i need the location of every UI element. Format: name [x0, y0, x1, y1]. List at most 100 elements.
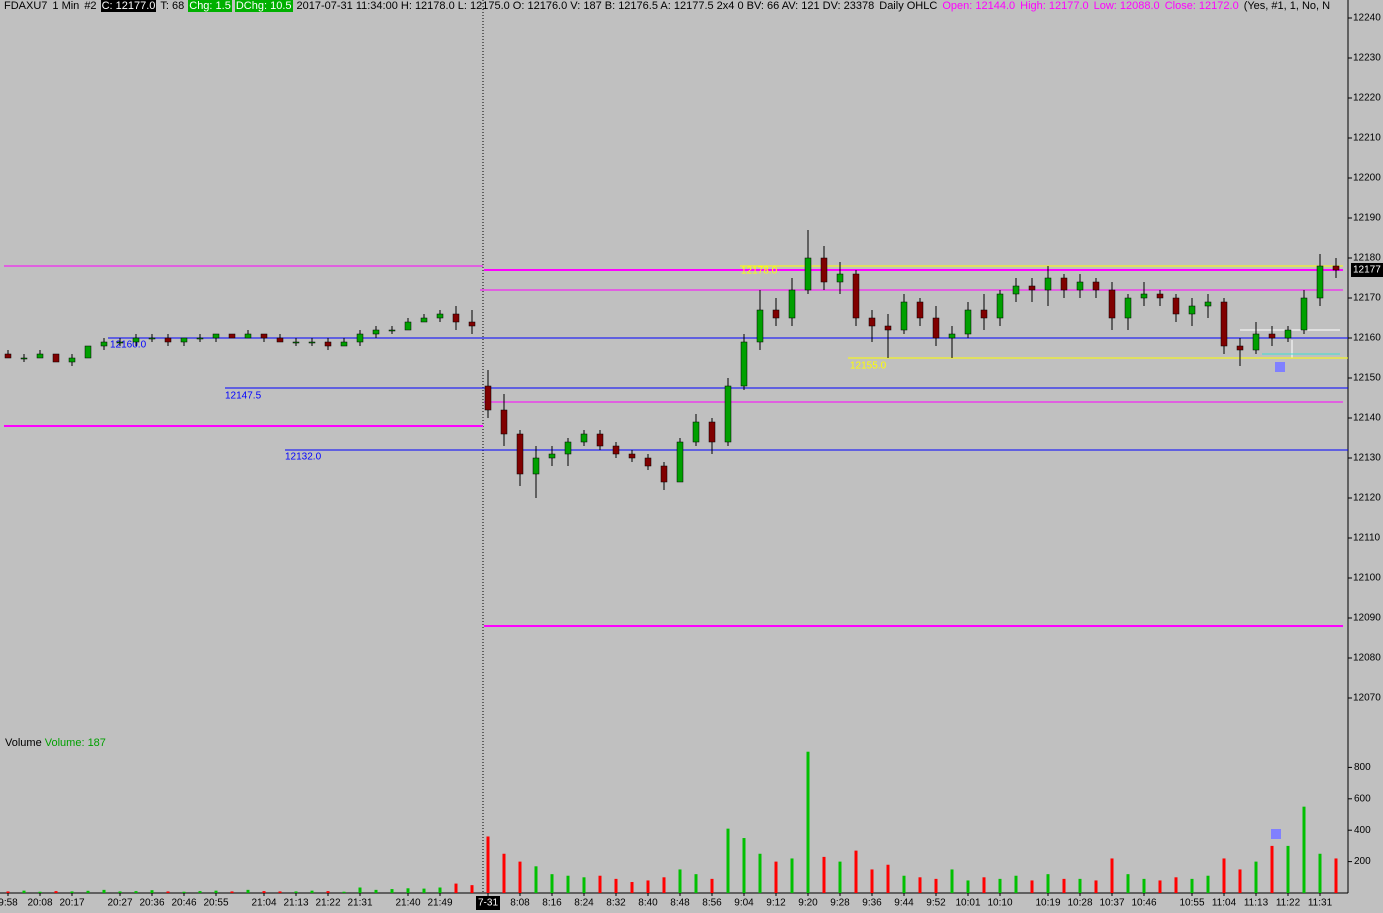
- volume-bar: [1286, 845, 1290, 893]
- x-tick-label: 11:13: [1244, 898, 1269, 909]
- x-tick-label: 8:08: [510, 898, 530, 909]
- candle-body: [484, 385, 492, 411]
- candle-body: [404, 321, 412, 331]
- candle-body: [548, 453, 556, 459]
- candle-body: [1076, 281, 1084, 291]
- candle-body: [260, 333, 268, 339]
- volume-bar: [86, 890, 90, 893]
- candle-body: [676, 441, 684, 483]
- last-close: C: 12177.0: [100, 0, 157, 12]
- volume-bar: [534, 866, 538, 893]
- marker: [1275, 362, 1285, 372]
- candle-body: [324, 341, 332, 347]
- volume-bar: [134, 891, 138, 893]
- x-tick-label: 10:46: [1131, 898, 1156, 909]
- candle-body: [276, 337, 284, 343]
- y-tick-label: 12100: [1353, 573, 1381, 584]
- candle-body: [164, 337, 172, 343]
- x-tick-label: 7-31: [478, 898, 498, 909]
- candle-body: [500, 409, 508, 435]
- x-tick-label: 10:28: [1067, 898, 1092, 909]
- volume-bar: [1174, 877, 1178, 893]
- candle-body: [1140, 293, 1148, 299]
- candle-body: [196, 337, 204, 340]
- volume-bar: [310, 890, 314, 893]
- volume-bar: [1030, 880, 1034, 893]
- volume-bar: [518, 861, 522, 893]
- volume-bar: [758, 853, 762, 893]
- volume-bar: [1158, 880, 1162, 893]
- candle-body: [1220, 301, 1228, 347]
- y-tick-label: 12220: [1353, 93, 1381, 104]
- x-tick-label: 20:55: [203, 898, 228, 909]
- volume-bar: [582, 877, 586, 893]
- candle-body: [1284, 329, 1292, 339]
- volume-bar: [246, 889, 250, 893]
- candle-body: [1124, 297, 1132, 319]
- candle-body: [308, 341, 316, 344]
- candle-body: [836, 273, 844, 283]
- candle-body: [1044, 277, 1052, 291]
- y-tick-label: 12090: [1353, 613, 1381, 624]
- study-flags: (Yes, #1, 1, No, N: [1243, 0, 1331, 12]
- candle-body: [4, 353, 12, 359]
- volume-bar: [1142, 878, 1146, 893]
- candle-body: [452, 313, 460, 323]
- volume-label: Volume: 187: [44, 737, 106, 749]
- volume-bar: [790, 858, 794, 893]
- volume-bar: [294, 891, 298, 893]
- candle-body: [932, 317, 940, 339]
- candle-body: [84, 345, 92, 359]
- volume-bar: [646, 880, 650, 893]
- candle-body: [692, 421, 700, 443]
- level-label: 12147.5: [225, 391, 262, 402]
- volume-bar: [470, 885, 474, 893]
- candle-body: [372, 329, 380, 335]
- volume-bar: [54, 891, 58, 893]
- daily-high: High: 12177.0: [1020, 0, 1089, 12]
- candle-body: [916, 301, 924, 319]
- candle-body: [532, 457, 540, 475]
- candle-body: [1108, 289, 1116, 319]
- volume-bar: [1190, 878, 1194, 893]
- volume-bar: [870, 869, 874, 893]
- x-tick-label: 8:56: [702, 898, 722, 909]
- x-tick-label: 21:04: [251, 898, 276, 909]
- x-tick-label: 10:55: [1179, 898, 1204, 909]
- candle-body: [244, 333, 252, 339]
- volume-bar: [1094, 880, 1098, 893]
- volume-bar: [950, 869, 954, 893]
- candle-body: [804, 257, 812, 291]
- candle-body: [52, 353, 60, 363]
- volume-bar: [502, 853, 506, 893]
- volume-bar: [838, 861, 842, 893]
- candle-body: [740, 341, 748, 387]
- volume-bar: [1318, 853, 1322, 893]
- volume-bar: [678, 869, 682, 893]
- volume-bar: [22, 890, 26, 893]
- x-tick-label: 21:40: [395, 898, 420, 909]
- y-tick-label: 12230: [1353, 53, 1381, 64]
- volume-bar: [214, 890, 218, 893]
- x-tick-label: 9:36: [862, 898, 882, 909]
- volume-bar: [358, 887, 362, 893]
- candle-body: [1332, 265, 1340, 271]
- volume-bar: [486, 836, 490, 893]
- volume-bar: [694, 874, 698, 893]
- volume-bar: [1206, 875, 1210, 893]
- volume-bar: [822, 856, 826, 893]
- candle-body: [724, 385, 732, 443]
- volume-bar: [1334, 858, 1338, 893]
- volume-bar: [262, 891, 266, 893]
- candle-body: [980, 309, 988, 319]
- y-tick-label: 12140: [1353, 413, 1381, 424]
- candle-body: [884, 325, 892, 331]
- y-tick-label: 12110: [1353, 533, 1381, 544]
- x-tick-label: 8:48: [670, 898, 690, 909]
- candle-body: [1156, 293, 1164, 299]
- volume-bar: [886, 864, 890, 893]
- volume-tick-label: 600: [1354, 793, 1371, 804]
- candle-body: [1060, 277, 1068, 291]
- volume-bar: [182, 891, 186, 893]
